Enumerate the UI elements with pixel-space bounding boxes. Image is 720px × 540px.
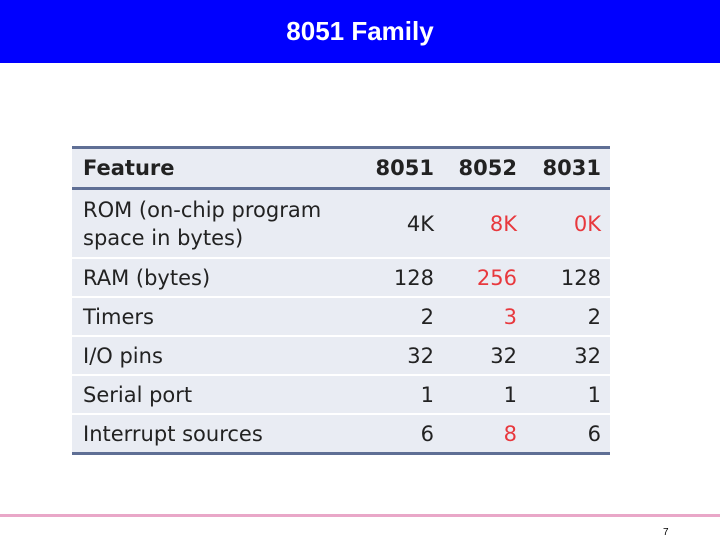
title-bar: 8051 Family [0,0,720,63]
header-feature: Feature [72,149,340,190]
cell-8052: 32 [444,335,527,375]
cell-8031: 32 [527,335,610,375]
cell-8031: 2 [527,296,610,336]
cell-8051: 2 [340,296,444,336]
header-8051: 8051 [340,149,444,190]
row-feature-ram: RAM (bytes) [72,257,340,297]
row-feature-serial-port: Serial port [72,374,340,414]
header-8031: 8031 [527,149,610,190]
cell-8031: 6 [527,413,610,452]
cell-8031: 128 [527,257,610,297]
table-row: I/O pins 32 32 32 [72,335,610,375]
table-row: RAM (bytes) 128 256 128 [72,257,610,297]
table-row: Interrupt sources 6 8 6 [72,413,610,452]
cell-8052: 3 [444,296,527,336]
cell-8052: 8K [489,211,517,236]
table-row: Timers 2 3 2 [72,296,610,336]
cell-8052: 1 [444,374,527,414]
cell-8031: 0K [573,211,601,236]
page-number: 7 [663,527,669,538]
header-8052: 8052 [444,149,527,190]
cell-8051: 128 [340,257,444,297]
cell-8051: 6 [340,413,444,452]
table-header-row: Feature 8051 8052 8031 [72,149,610,190]
comparison-table: Feature 8051 8052 8031 ROM (on-chip prog… [72,149,610,452]
row-feature-io-pins: I/O pins [72,335,340,375]
row-feature-timers: Timers [72,296,340,336]
slide-title: 8051 Family [286,16,434,46]
cell-8051: 1 [340,374,444,414]
row-feature-rom: ROM (on-chip program space in bytes) [83,197,322,250]
cell-8051: 32 [340,335,444,375]
cell-8031: 1 [527,374,610,414]
feature-table: Feature 8051 8052 8031 ROM (on-chip prog… [72,146,610,455]
cell-8052: 8 [444,413,527,452]
cell-8052: 256 [444,257,527,297]
table-row: ROM (on-chip program space in bytes) 4K 8… [72,189,610,259]
footer-divider [0,514,720,517]
cell-8051: 4K [406,211,434,236]
table-row: Serial port 1 1 1 [72,374,610,414]
row-feature-interrupt-sources: Interrupt sources [72,413,340,452]
